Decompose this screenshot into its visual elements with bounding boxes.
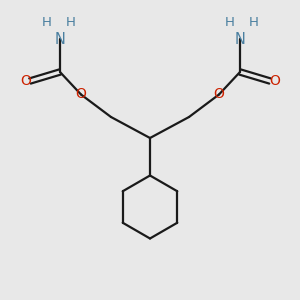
Text: O: O: [269, 74, 280, 88]
Text: O: O: [214, 88, 224, 101]
Text: N: N: [235, 32, 245, 46]
Text: H: H: [249, 16, 258, 29]
Text: H: H: [66, 16, 75, 29]
Text: O: O: [76, 88, 86, 101]
Text: N: N: [55, 32, 65, 46]
Text: H: H: [225, 16, 234, 29]
Text: H: H: [42, 16, 51, 29]
Text: O: O: [20, 74, 31, 88]
